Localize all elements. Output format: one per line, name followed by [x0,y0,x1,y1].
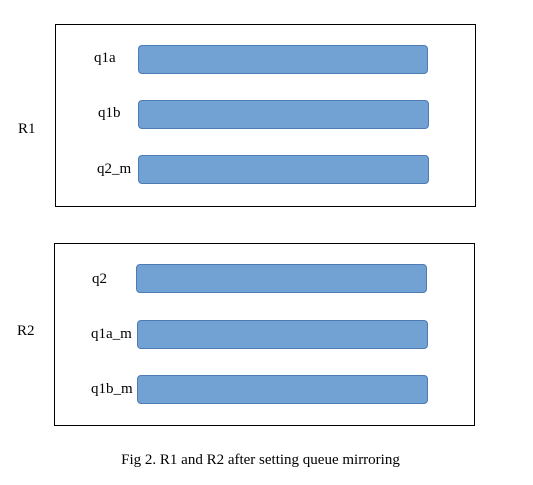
router-label-r2: R2 [17,323,35,339]
queue-bar-q2 [136,264,427,293]
figure-caption: Fig 2. R1 and R2 after setting queue mir… [121,452,400,468]
queue-label-q1b: q1b [98,105,121,121]
queue-bar-q2-m [138,155,429,184]
queue-label-q1b-m: q1b_m [91,381,133,397]
queue-label-q2-m: q2_m [97,161,132,177]
queue-bar-q1a [138,45,428,74]
queue-bar-q1a-m [137,320,428,349]
queue-bar-q1b-m [137,375,428,404]
router-label-r1: R1 [18,121,36,137]
queue-bar-q1b [138,100,429,129]
queue-label-q1a: q1a [94,50,116,66]
queue-label-q2: q2 [92,271,107,287]
queue-label-q1a-m: q1a_m [91,326,132,342]
